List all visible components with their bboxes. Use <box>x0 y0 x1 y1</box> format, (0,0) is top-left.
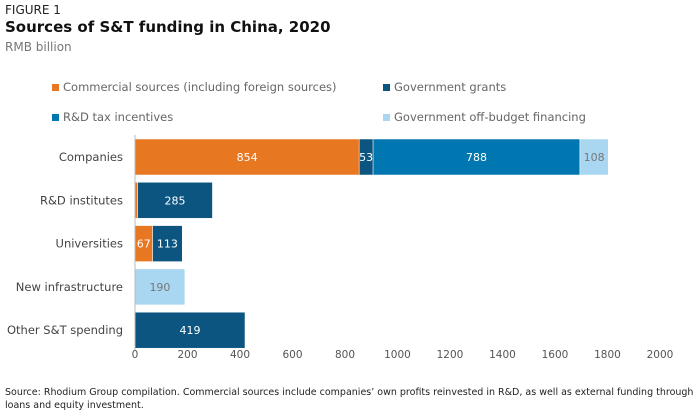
x-tick-label: 0 <box>132 349 139 361</box>
bar-segment <box>579 138 609 176</box>
bar-segment <box>134 138 360 176</box>
category-label: Universities <box>56 237 123 251</box>
data-label: 53 <box>359 151 373 164</box>
data-label: 67 <box>137 238 151 251</box>
legend-item-commercial: Commercial sources (including foreign so… <box>52 80 337 94</box>
data-label: 285 <box>165 194 186 207</box>
legend-label: Commercial sources (including foreign so… <box>63 80 337 94</box>
data-label: 788 <box>466 151 487 164</box>
x-tick-label: 1000 <box>384 349 411 361</box>
legend-item-grants: Government grants <box>383 80 506 94</box>
legend-swatch <box>383 113 390 121</box>
data-label: 854 <box>237 151 258 164</box>
x-tick-label: 400 <box>230 349 250 361</box>
category-label: Companies <box>59 150 123 164</box>
legend-swatch <box>52 83 59 91</box>
legend-label: Government grants <box>394 80 507 94</box>
source-note: Source: Rhodium Group compilation. Comme… <box>5 387 694 411</box>
x-tick-label: 800 <box>335 349 355 361</box>
x-tick-label: 1800 <box>594 349 621 361</box>
x-tick-label: 1600 <box>542 349 569 361</box>
legend-swatch <box>52 113 59 121</box>
legend-item-tax: R&D tax incentives <box>52 110 173 124</box>
x-tick-label: 200 <box>177 349 197 361</box>
bar-segment <box>134 311 246 349</box>
bar-segment <box>134 268 186 306</box>
category-label: Other S&T spending <box>7 323 123 337</box>
x-tick-label: 2000 <box>647 349 674 361</box>
legend-label: Government off-budget financing <box>394 110 586 124</box>
data-label: 190 <box>149 281 170 294</box>
x-tick-label: 600 <box>282 349 302 361</box>
bar-segment <box>152 225 183 262</box>
data-label: 113 <box>157 238 178 251</box>
chart-subtitle: RMB billion <box>5 40 72 54</box>
legend-item-offbudget: Government off-budget financing <box>383 110 586 124</box>
x-tick-label: 1200 <box>437 349 464 361</box>
legend-swatch <box>383 83 390 91</box>
chart-title: Sources of S&T funding in China, 2020 <box>5 18 331 36</box>
legend-label: R&D tax incentives <box>63 110 174 124</box>
category-label: New infrastructure <box>16 280 123 294</box>
category-label: R&D institutes <box>40 193 123 207</box>
bar-segment <box>137 182 213 219</box>
bar-segment <box>372 138 581 176</box>
figure-label: FIGURE 1 <box>5 3 61 17</box>
x-tick-label: 1400 <box>489 349 516 361</box>
data-label: 419 <box>179 324 200 337</box>
data-label: 108 <box>584 151 605 164</box>
